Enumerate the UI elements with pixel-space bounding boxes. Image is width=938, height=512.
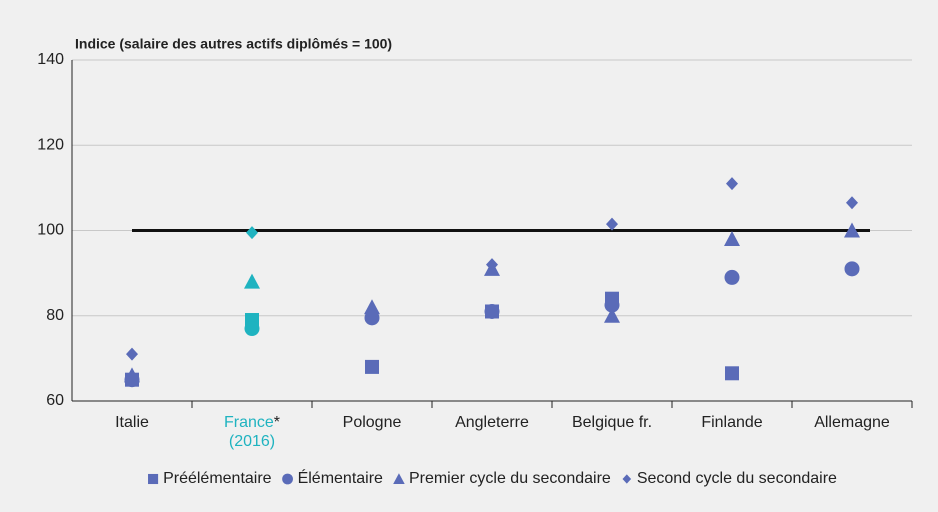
x-tick-label: France* (2016) — [224, 414, 280, 450]
marker-circle — [844, 261, 860, 277]
y-tick-label: 120 — [37, 136, 64, 153]
x-tick-label-line: France* — [224, 414, 280, 431]
marker-triangle — [364, 299, 380, 315]
marker-square — [365, 359, 379, 374]
marker-triangle — [124, 367, 140, 383]
marker-square — [725, 366, 739, 381]
x-tick-label: Allemagne — [814, 414, 890, 431]
y-tick-label: 100 — [37, 222, 64, 239]
marker-circle — [724, 269, 740, 285]
y-tick-label: 140 — [37, 51, 64, 68]
marker-diamond — [366, 307, 378, 321]
x-tick-label-part: * — [274, 414, 280, 431]
y-tick-label: 60 — [46, 392, 64, 409]
marker-circle — [244, 321, 260, 337]
marker-circle — [484, 303, 500, 319]
marker-diamond — [846, 196, 858, 210]
marker-triangle — [604, 307, 620, 323]
x-tick-label-part: (2016) — [229, 433, 275, 450]
marker-diamond — [126, 347, 138, 361]
legend-label: Préélémentaire — [163, 470, 272, 487]
x-tick-label: Italie — [115, 414, 149, 431]
y-tick-label: 80 — [46, 307, 64, 324]
marker-diamond — [606, 217, 618, 231]
marker-triangle — [393, 473, 405, 485]
x-tick-label: Pologne — [343, 414, 402, 431]
legend: Préélémentaire Élémentaire Premier cycle d… — [148, 468, 837, 487]
marker-triangle — [844, 222, 860, 238]
marker-circle — [604, 297, 620, 313]
marker-circle — [282, 473, 293, 485]
marker-diamond — [726, 177, 738, 191]
marker-triangle — [244, 273, 260, 289]
legend-label: Second cycle du secondaire — [637, 470, 837, 487]
legend-label: Élémentaire — [298, 468, 383, 487]
marker-diamond — [246, 226, 258, 240]
marker-triangle — [724, 231, 740, 247]
marker-diamond — [486, 258, 498, 272]
x-tick-label: Angleterre — [455, 414, 529, 431]
x-tick-label-line: (2016) — [229, 433, 275, 450]
marker-diamond — [622, 474, 632, 484]
marker-square — [148, 473, 159, 485]
x-tick-label: Belgique fr. — [572, 414, 652, 431]
legend-label: Premier cycle du secondaire — [409, 470, 611, 487]
chart-title: Indice (salaire des autres actifs diplôm… — [75, 36, 392, 52]
x-tick-label: Finlande — [701, 414, 762, 431]
x-tick-label-part: France — [224, 414, 274, 431]
